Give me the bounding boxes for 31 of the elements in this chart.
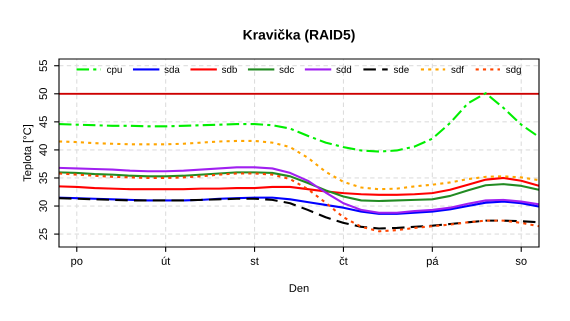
x-tick-label: út [162, 256, 170, 265]
x-tick-label: pá [426, 256, 439, 268]
legend-label: sda [164, 66, 180, 73]
legend-label: sde [394, 66, 409, 73]
y-tick-label: 45 [39, 116, 48, 128]
legend-label: sdb [222, 66, 237, 73]
legend-label: sdf [451, 66, 464, 73]
legend-label: sdd [336, 66, 352, 73]
x-tick-label: so [516, 258, 527, 265]
line-series [59, 196, 539, 215]
x-tick-label: čt [340, 256, 348, 265]
line-series [59, 176, 539, 196]
line-series [59, 171, 539, 202]
y-axis-title: Teplota [°C] [23, 125, 34, 182]
line-series [59, 172, 539, 232]
legend-label: sdg [506, 66, 521, 75]
y-tick-label: 25 [39, 228, 48, 240]
x-tick-label: po [71, 258, 82, 268]
y-tick-label: 30 [39, 200, 48, 212]
y-tick-label: 55 [39, 60, 48, 72]
chart-title: Kravička (RAID5) [244, 29, 355, 42]
line-series [59, 92, 539, 153]
legend-label: cpu [107, 68, 122, 75]
y-tick-label: 40 [39, 144, 48, 156]
legend-label: sdc [279, 66, 294, 73]
line-series [59, 140, 539, 190]
y-tick-label: 50 [39, 88, 48, 100]
y-tick-label: 35 [39, 172, 48, 184]
x-tick-label: st [250, 258, 259, 265]
line-series [59, 166, 539, 214]
x-axis-title: Den [290, 284, 308, 292]
